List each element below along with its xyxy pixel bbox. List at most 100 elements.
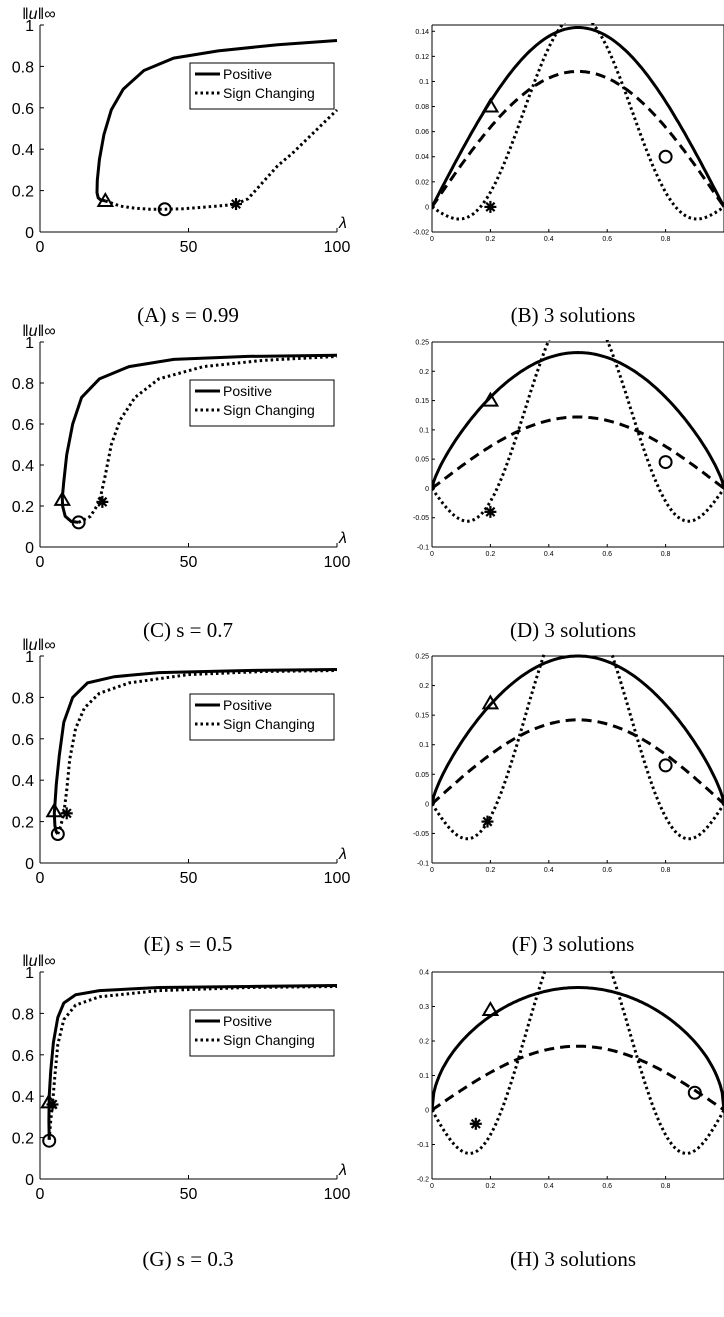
y-tick-label: 0.15 [415,713,429,720]
x-axis-label: λ [338,1162,347,1179]
y-tick-label: 0.8 [12,1006,34,1023]
y-tick-label: 0 [425,1108,429,1115]
panel-caption: (D) 3 solutions [510,618,636,642]
x-axis-label: λ [338,846,347,863]
y-tick-label: 0.2 [12,1131,34,1148]
panel-caption: (A) s = 0.99 [137,303,239,327]
x-tick-label: 100 [324,1186,351,1203]
x-tick-label: 0 [430,867,434,874]
marker-star [484,200,497,213]
series-sign-changing-line [47,985,338,1140]
panel-a: 0 0.2 0.4 0.6 0.8 1 0 50 100 ‖u‖∞ λ Positive Sign Ch… [12,6,351,327]
star-stroke [61,808,72,819]
x-tick-label: 0 [36,239,45,256]
marker-star [481,815,494,828]
panel-caption: (C) s = 0.7 [143,618,233,642]
y-tick-label: -0.02 [413,230,429,237]
x-tick-label: 100 [324,239,351,256]
legend-label: Sign Changing [223,85,315,101]
series-sign-changing-line [56,669,338,835]
x-tick-label: 0.2 [486,1183,496,1190]
panel-h: -0.2 -0.1 0 0.1 0.2 0.3 0.4 0 0.2 0.4 0.6 0.8 (H) 3 … [417,970,724,1271]
series-dashed-line [432,69,724,208]
y-tick-label: -0.1 [417,1142,429,1149]
y-tick-label: 0.4 [419,970,429,977]
y-tick-label: 0.4 [12,773,34,790]
y-tick-label: 0.02 [415,179,429,186]
x-tick-label: 0.4 [544,236,554,243]
y-tick-label: -0.2 [417,1177,429,1184]
y-tick-label: 0.06 [415,129,429,136]
y-tick-label: 0.15 [415,398,429,405]
series-positive-line [60,353,338,524]
panel-g: 0 0.2 0.4 0.6 0.8 1 0 50 100 ‖u‖∞ λ Positive Sign Ch… [12,953,351,1271]
panel-caption: (F) 3 solutions [512,932,635,956]
y-tick-label: -0.1 [417,545,429,552]
marker-circle [658,455,673,470]
y-tick-label: 0.2 [12,815,34,832]
x-tick-label: 0 [430,1183,434,1190]
y-tick-label: 0.2 [419,369,429,376]
series-sign-changing-line [77,354,338,524]
x-tick-label: 0.8 [661,236,671,243]
y-tick-label: -0.1 [417,861,429,868]
y-tick-label: 0.1 [419,427,429,434]
y-axis-label: ‖u‖∞ [22,953,56,970]
marker-circle [687,1085,702,1100]
series-dotted-line [432,340,724,523]
marker-star [484,505,497,518]
x-tick-label: 50 [180,1186,198,1203]
series-solid-line [432,26,724,208]
series-dotted-line [432,970,724,1155]
x-tick-label: 0.4 [544,551,554,558]
x-tick-label: 0.6 [602,551,612,558]
y-tick-label: 1 [25,649,34,666]
y-tick-label: 0.6 [12,101,34,118]
x-tick-label: 0 [430,551,434,558]
y-tick-label: 1 [25,965,34,982]
marker-star [469,1117,482,1130]
y-tick-label: 0.2 [12,499,34,516]
x-axis-label: λ [338,215,347,232]
x-tick-label: 50 [180,239,198,256]
y-tick-label: 0 [425,204,429,211]
series-solid-line [432,986,724,1111]
y-tick-label: 0 [25,1172,34,1189]
y-tick-label: 0 [425,486,429,493]
legend: Positive Sign Changing [189,1009,335,1057]
y-tick-label: 0.2 [419,683,429,690]
x-tick-label: 0.8 [661,867,671,874]
x-tick-label: 0.6 [602,867,612,874]
y-tick-label: 0.6 [12,732,34,749]
marker-triangle [53,490,72,506]
series-solid-line [432,654,724,805]
legend-label: Positive [223,1013,272,1029]
marker-circle [658,149,673,164]
y-tick-label: 0.8 [12,690,34,707]
y-tick-label: 0.6 [12,1048,34,1065]
x-tick-label: 0.4 [544,1183,554,1190]
series-positive-line [52,668,338,835]
series-sign-changing-line [104,108,339,211]
legend: Positive Sign Changing [189,693,335,741]
x-tick-label: 0.6 [602,236,612,243]
x-tick-label: 0.2 [486,236,496,243]
panel-caption: (H) 3 solutions [510,1247,636,1271]
y-tick-label: 0.25 [415,654,429,661]
legend-box [189,1009,335,1057]
marker-triangle [481,694,500,710]
x-tick-label: 0.6 [602,1183,612,1190]
series-dashed-line [432,1044,724,1112]
y-tick-label: -0.05 [413,831,429,838]
x-tick-label: 50 [180,554,198,571]
x-tick-label: 0 [36,1186,45,1203]
y-tick-label: 0.1 [419,742,429,749]
marker-star [46,1098,59,1111]
star-stroke [485,506,496,517]
panel-e: 0 0.2 0.4 0.6 0.8 1 0 50 100 ‖u‖∞ λ Positive Sign Ch… [12,637,351,956]
legend-label: Sign Changing [223,716,315,732]
marker-circle [658,758,673,773]
x-tick-label: 0.2 [486,867,496,874]
series-dashed-line [432,415,724,490]
